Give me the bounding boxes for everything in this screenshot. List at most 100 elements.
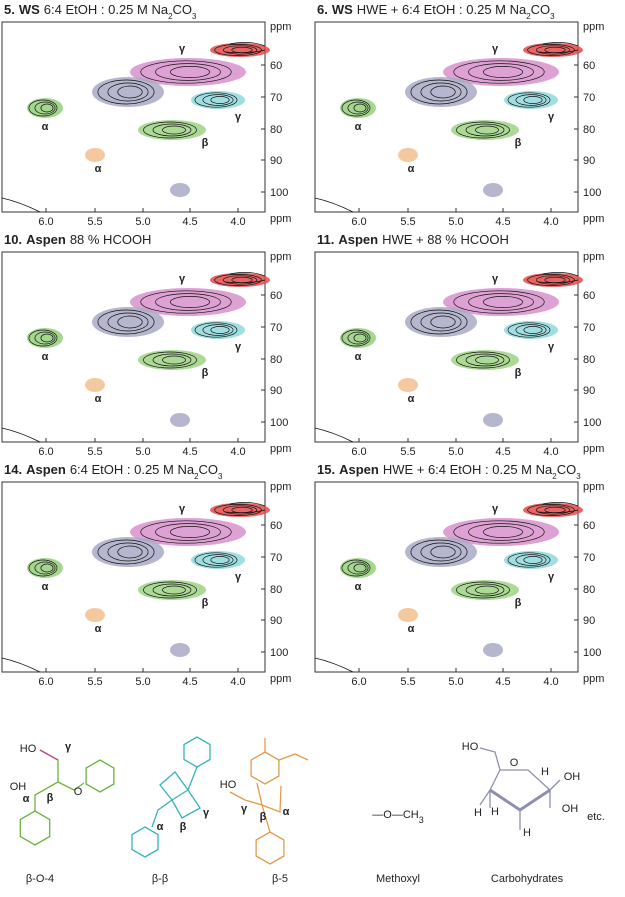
contour xyxy=(527,44,575,56)
subscript: 3 xyxy=(419,815,424,825)
contour xyxy=(34,561,56,575)
signal-region xyxy=(138,350,206,370)
y-tick-label: 90 xyxy=(270,155,282,167)
y-tick-label: 90 xyxy=(270,615,282,627)
contour xyxy=(347,561,369,575)
signal-region xyxy=(398,378,418,392)
contour xyxy=(507,322,551,338)
contour xyxy=(314,42,579,213)
structure-label: α xyxy=(157,821,164,833)
signal-region xyxy=(191,551,245,569)
x-tick-label: 4.0 xyxy=(230,676,245,688)
signal-region xyxy=(191,321,245,339)
structure-label: O xyxy=(74,786,83,798)
bond xyxy=(85,759,115,793)
panel-sample: Aspen xyxy=(26,232,66,247)
signal-label: β xyxy=(515,367,522,379)
x-tick-label: 4.0 xyxy=(543,676,558,688)
contour xyxy=(34,331,56,345)
signal-region xyxy=(92,307,164,337)
spectrum-panel: 14. Aspen 6:4 EtOH : 0.25 M Na2CO3 γ γ α β α 6.0… xyxy=(1,462,291,688)
contour xyxy=(210,96,230,104)
bond xyxy=(489,788,551,812)
panel-title: 15. Aspen HWE + 6:4 EtOH : 0.25 M Na2CO3 xyxy=(317,462,581,481)
panel-title: 11. Aspen HWE + 88 % HCOOH xyxy=(317,232,509,247)
signal-region xyxy=(451,350,519,370)
contour xyxy=(152,583,192,597)
y-tick-label: 80 xyxy=(583,354,595,366)
x-tick-label: 6.0 xyxy=(38,216,53,228)
contour xyxy=(162,585,186,595)
contour xyxy=(155,63,221,81)
signal-region xyxy=(405,77,477,107)
subscript: 2 xyxy=(194,472,199,481)
signal-region xyxy=(138,120,206,140)
contour xyxy=(40,333,54,343)
panel-number: 11. xyxy=(317,232,334,247)
contour xyxy=(420,542,462,562)
contour xyxy=(140,290,232,314)
contour xyxy=(214,44,262,56)
y-tick-label: 80 xyxy=(270,354,282,366)
contour xyxy=(482,296,524,308)
structure-label: γ xyxy=(241,803,248,815)
signal-region xyxy=(191,91,245,109)
structure-label: HO xyxy=(20,743,37,755)
contour xyxy=(97,79,155,105)
contour xyxy=(475,585,499,595)
signal-label: α xyxy=(42,351,49,363)
structure-label: OH xyxy=(10,781,27,793)
contour xyxy=(140,520,232,544)
structure-name: β-O-4 xyxy=(26,873,54,885)
contour xyxy=(527,504,575,516)
y-tick-label: 100 xyxy=(270,187,288,199)
signal-region xyxy=(483,643,503,657)
signal-label: γ xyxy=(548,111,555,123)
contour xyxy=(456,351,510,369)
contour xyxy=(117,315,143,329)
contour xyxy=(465,123,505,137)
contour xyxy=(482,66,524,78)
panel-title: 14. Aspen 6:4 EtOH : 0.25 M Na2CO3 xyxy=(4,462,223,481)
signal-region xyxy=(340,328,376,348)
contour xyxy=(341,99,371,117)
structure-name: Methoxyl xyxy=(376,873,420,885)
contour xyxy=(341,329,371,347)
contour xyxy=(210,556,230,564)
signal-label: γ xyxy=(235,111,242,123)
signal-label: β xyxy=(202,597,209,609)
panel-condition: 6:4 EtOH : 0.25 M Na xyxy=(44,2,169,17)
contour xyxy=(347,101,369,115)
x-tick-label: 4.0 xyxy=(543,446,558,458)
contour xyxy=(214,274,262,286)
contour xyxy=(1,502,266,673)
signal-label: α xyxy=(408,163,415,175)
y-tick-label: 100 xyxy=(583,647,601,659)
contour xyxy=(222,275,258,285)
bond xyxy=(255,831,285,865)
contour xyxy=(453,520,545,544)
contour xyxy=(117,85,143,99)
signal-region xyxy=(451,120,519,140)
structure-label: HO xyxy=(220,779,237,791)
plot-frame xyxy=(314,21,579,213)
y-unit: ppm xyxy=(583,481,604,493)
contour xyxy=(107,82,149,102)
signal-region xyxy=(483,183,503,197)
contour xyxy=(468,293,534,311)
y-unit: ppm xyxy=(270,481,291,493)
x-tick-label: 5.5 xyxy=(400,446,415,458)
x-tick-label: 5.0 xyxy=(448,446,463,458)
panel-title: 6. WS HWE + 6:4 EtOH : 0.25 M Na2CO3 xyxy=(317,2,555,21)
y-tick-label: 70 xyxy=(583,92,595,104)
signal-region xyxy=(405,537,477,567)
signal-region xyxy=(170,643,190,657)
x-tick-label: 4.0 xyxy=(230,216,245,228)
y-tick-label: 100 xyxy=(270,647,288,659)
signal-label: γ xyxy=(492,43,499,55)
structure-label: OH xyxy=(564,771,581,783)
structure-name: β-β xyxy=(152,873,168,885)
contour xyxy=(140,60,232,84)
structure-label: β xyxy=(180,821,187,833)
